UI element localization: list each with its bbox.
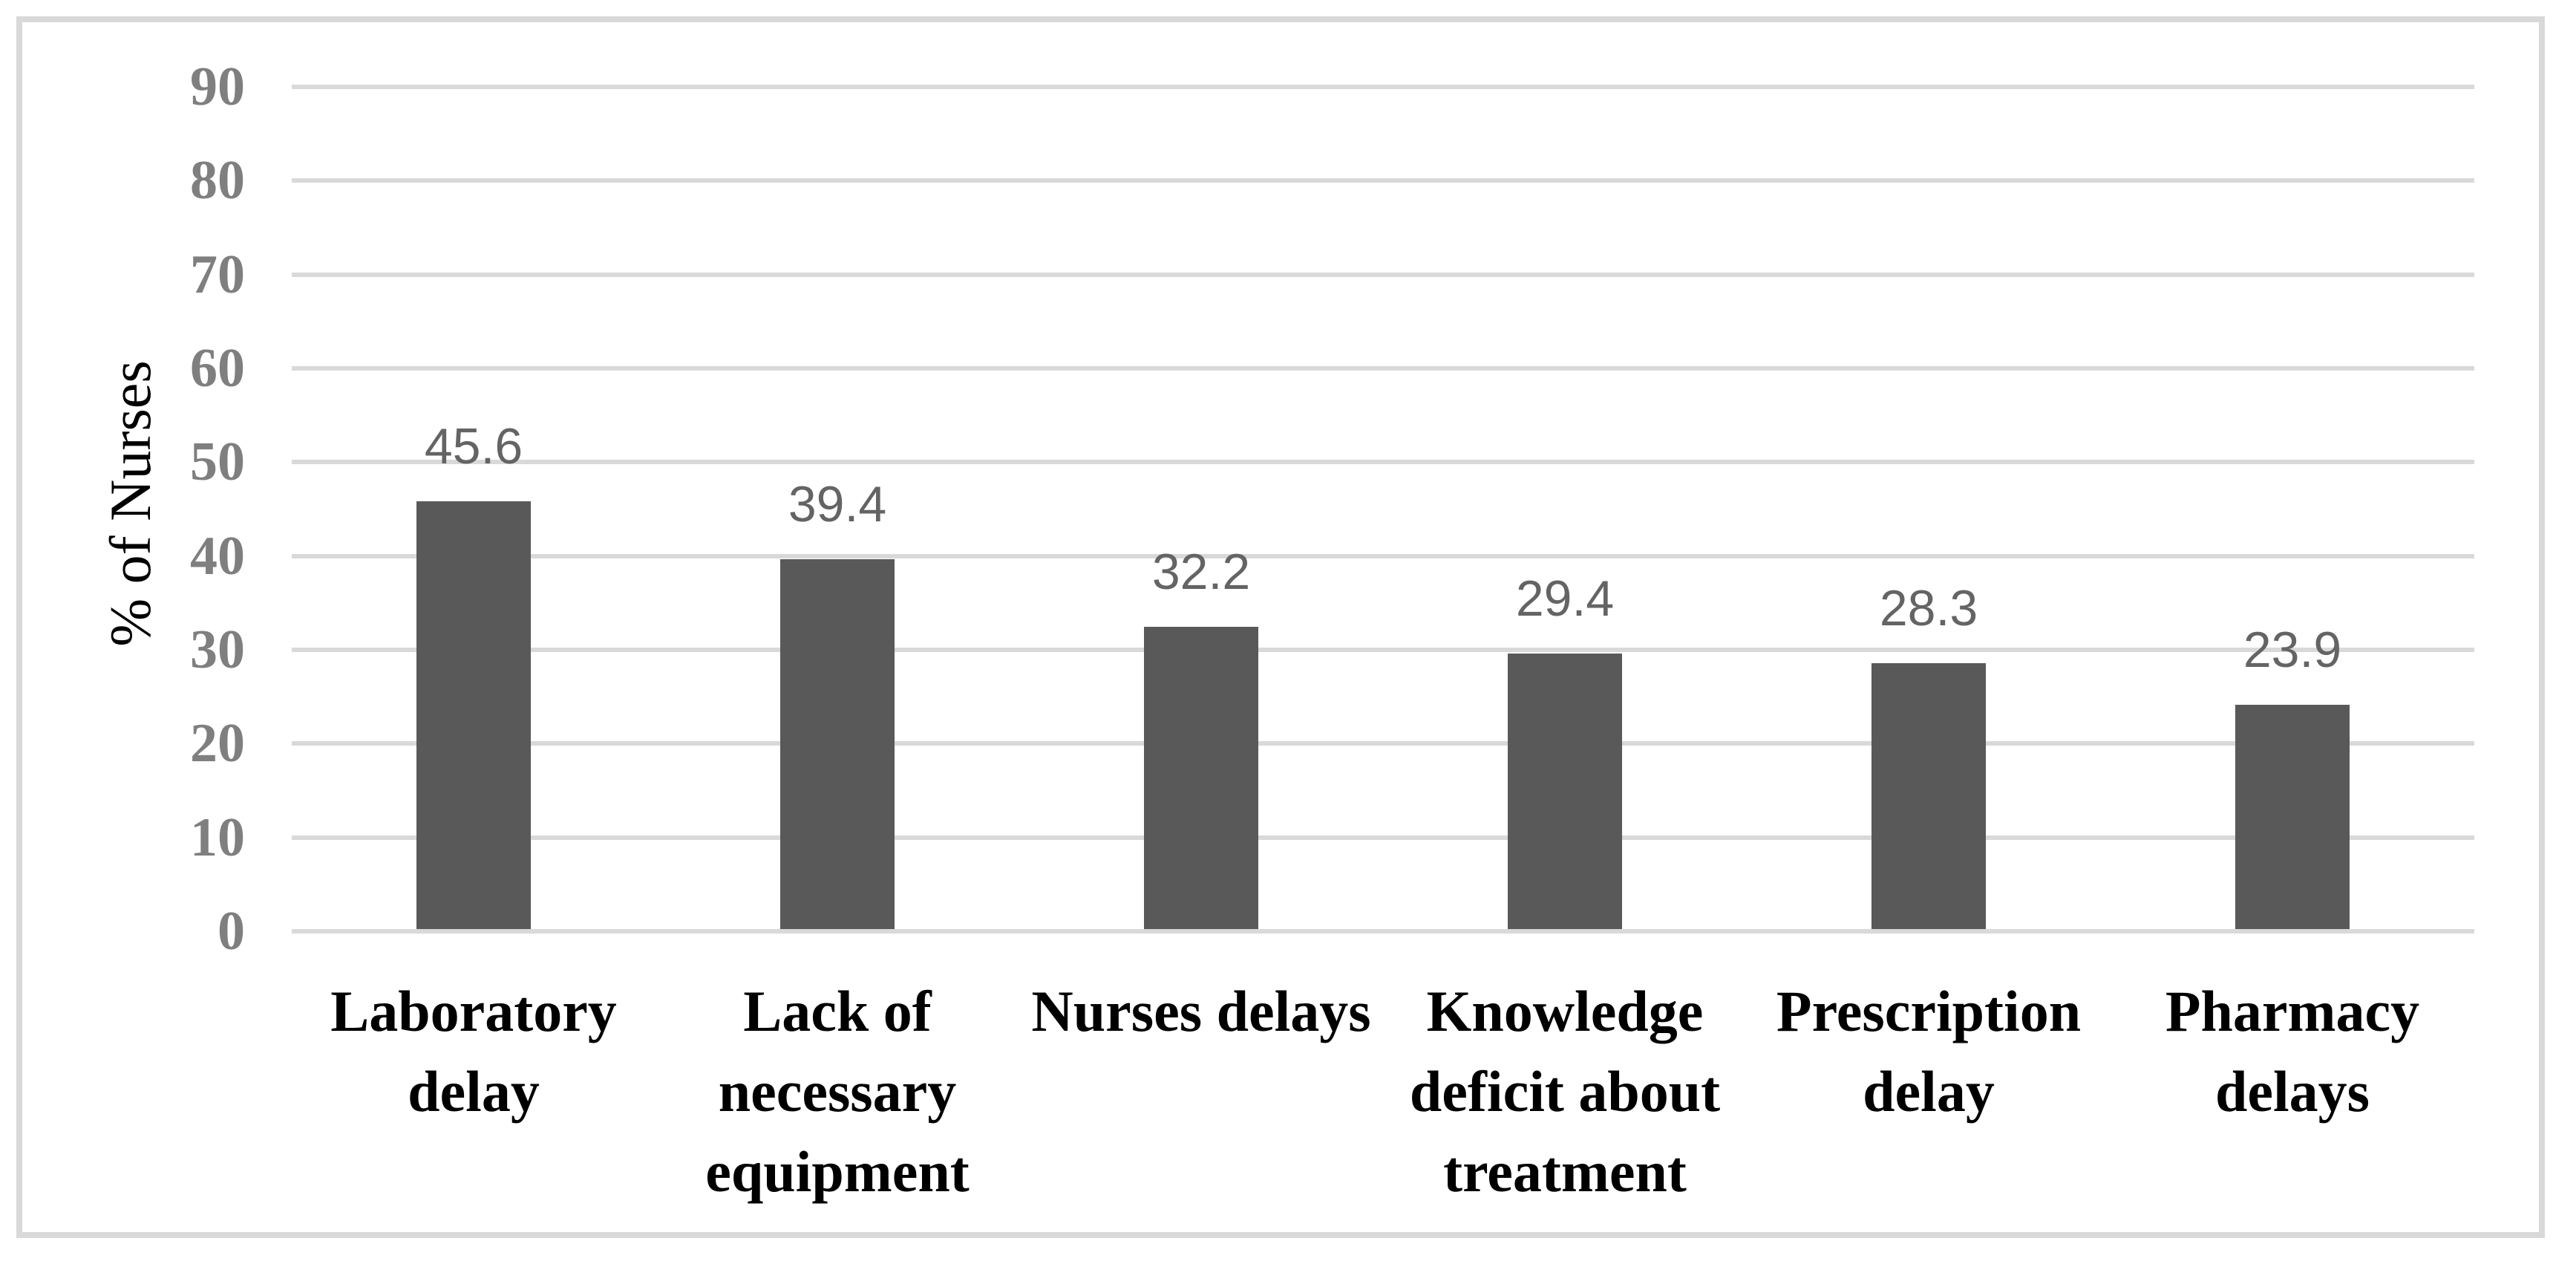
x-category-label-line: Lack of: [743, 979, 932, 1043]
y-tick-label-0: 0: [218, 901, 245, 962]
bar-value-label: 45.6: [424, 418, 523, 475]
x-category-label-line: Prescription: [1776, 979, 2082, 1043]
chart-frame: [16, 16, 2545, 1238]
y-tick-label-20: 20: [190, 713, 245, 775]
x-category-label-line: Nurses delays: [1031, 979, 1371, 1043]
y-tick-label-10: 10: [190, 807, 245, 868]
bar-value-label: 23.9: [2243, 622, 2342, 678]
bar-value-label: 39.4: [788, 476, 887, 532]
x-category-label-line: Knowledge: [1426, 979, 1704, 1043]
x-category-label: Knowledge deficit about treatment: [1383, 971, 1747, 1212]
y-tick-label-80: 80: [190, 150, 245, 212]
y-axis-title: % of Nurses: [98, 360, 163, 647]
x-category-label-line: necessary: [718, 1059, 957, 1124]
gridline-10: [292, 835, 2474, 840]
gridline-60: [292, 366, 2474, 371]
bar-4: [1871, 663, 1986, 929]
x-category-label-line: treatment: [1443, 1139, 1687, 1204]
x-category-label-line: delay: [1863, 1059, 1995, 1124]
x-category-label: Prescription delay: [1747, 971, 2111, 1132]
x-category-label-line: delay: [408, 1059, 540, 1124]
x-category-label: Lack of necessary equipment: [656, 971, 1019, 1212]
bar-5: [2235, 705, 2350, 929]
bar-value-label: 32.2: [1151, 544, 1251, 600]
x-category-label-line: Laboratory: [330, 979, 617, 1043]
x-category-label-line: equipment: [705, 1139, 970, 1204]
y-tick-label-60: 60: [190, 338, 245, 399]
y-tick-label-70: 70: [190, 244, 245, 305]
gridline-70: [292, 272, 2474, 277]
bar-value-label: 28.3: [1879, 580, 1978, 636]
bar-2: [1144, 627, 1258, 929]
gridline-90: [292, 85, 2474, 89]
gridline-40: [292, 553, 2474, 558]
bar-3: [1508, 654, 1622, 929]
x-category-label-line: Pharmacy: [2165, 979, 2420, 1043]
gridline-0: [292, 929, 2474, 934]
bar-0: [416, 501, 531, 929]
gridline-20: [292, 741, 2474, 746]
x-category-label: Pharmacy delays: [2111, 971, 2474, 1132]
x-category-label-line: deficit about: [1409, 1059, 1721, 1124]
gridline-80: [292, 178, 2474, 183]
y-tick-label-50: 50: [190, 431, 245, 493]
bar-1: [780, 559, 895, 929]
bar-value-label: 29.4: [1515, 570, 1615, 627]
gridline-50: [292, 460, 2474, 465]
x-category-label-line: delays: [2214, 1059, 2370, 1124]
y-tick-label-30: 30: [190, 619, 245, 680]
x-category-label: Laboratory delay: [292, 971, 656, 1132]
y-tick-label-40: 40: [190, 525, 245, 587]
gridline-30: [292, 648, 2474, 652]
x-category-label: Nurses delays: [1019, 971, 1383, 1052]
y-tick-label-90: 90: [190, 56, 245, 117]
